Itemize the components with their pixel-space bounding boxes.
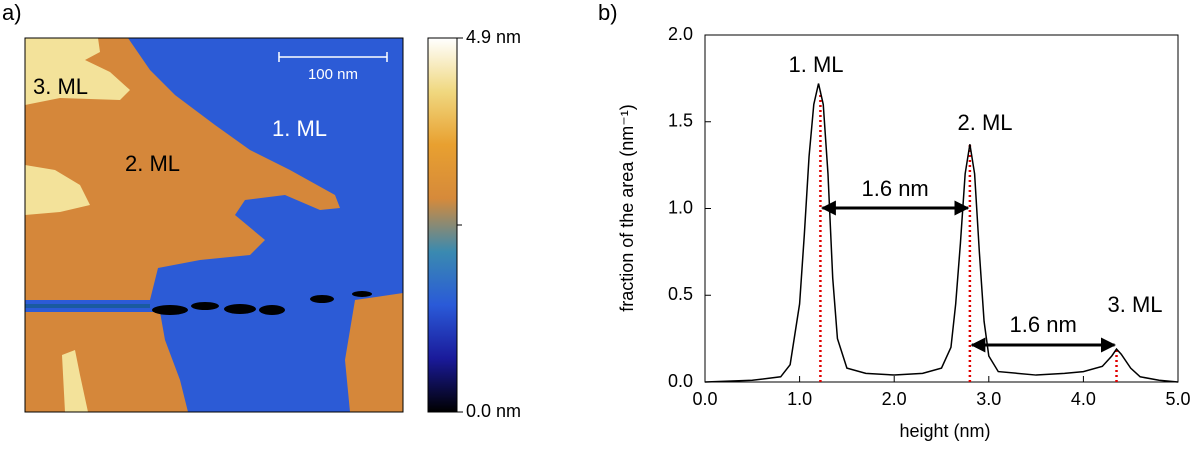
colorbar — [427, 37, 458, 413]
x-tick-label: 5.0 — [1165, 389, 1190, 409]
y-tick-label: 0.0 — [668, 371, 693, 391]
distance-label: 1.6 nm — [1010, 312, 1077, 337]
x-tick-label: 4.0 — [1071, 389, 1096, 409]
scale-bar — [278, 52, 388, 62]
annotation: 2. ML — [125, 151, 180, 176]
annotation: 1. ML — [272, 116, 327, 141]
peak-label: 3. ML — [1107, 292, 1162, 317]
x-tick-label: 3.0 — [976, 389, 1001, 409]
x-axis-label: height (nm) — [899, 421, 990, 441]
y-tick-label: 2.0 — [668, 24, 693, 44]
y-tick-label: 1.5 — [668, 111, 693, 131]
distance-label: 1.6 nm — [862, 176, 929, 201]
y-tick-label: 1.0 — [668, 197, 693, 217]
peak-label: 1. ML — [788, 52, 843, 77]
y-axis-label: fraction of the area (nm⁻¹) — [617, 104, 637, 312]
colorbar-tick-label: 0.0 nm — [466, 401, 521, 421]
x-tick-label: 1.0 — [787, 389, 812, 409]
annotation: 3. ML — [33, 74, 88, 99]
x-tick-label: 0.0 — [692, 389, 717, 409]
x-tick-label: 2.0 — [882, 389, 907, 409]
histogram-line — [704, 83, 1179, 383]
colorbar-tick-label: 4.9 nm — [466, 27, 521, 47]
scale-bar-label: 100 nm — [308, 66, 358, 83]
afm-image — [25, 38, 403, 412]
panel-label: b) — [598, 0, 618, 25]
image-frame — [24, 37, 404, 413]
y-tick-label: 0.5 — [668, 284, 693, 304]
peak-label: 2. ML — [957, 110, 1012, 135]
panel-label: a) — [2, 0, 22, 25]
